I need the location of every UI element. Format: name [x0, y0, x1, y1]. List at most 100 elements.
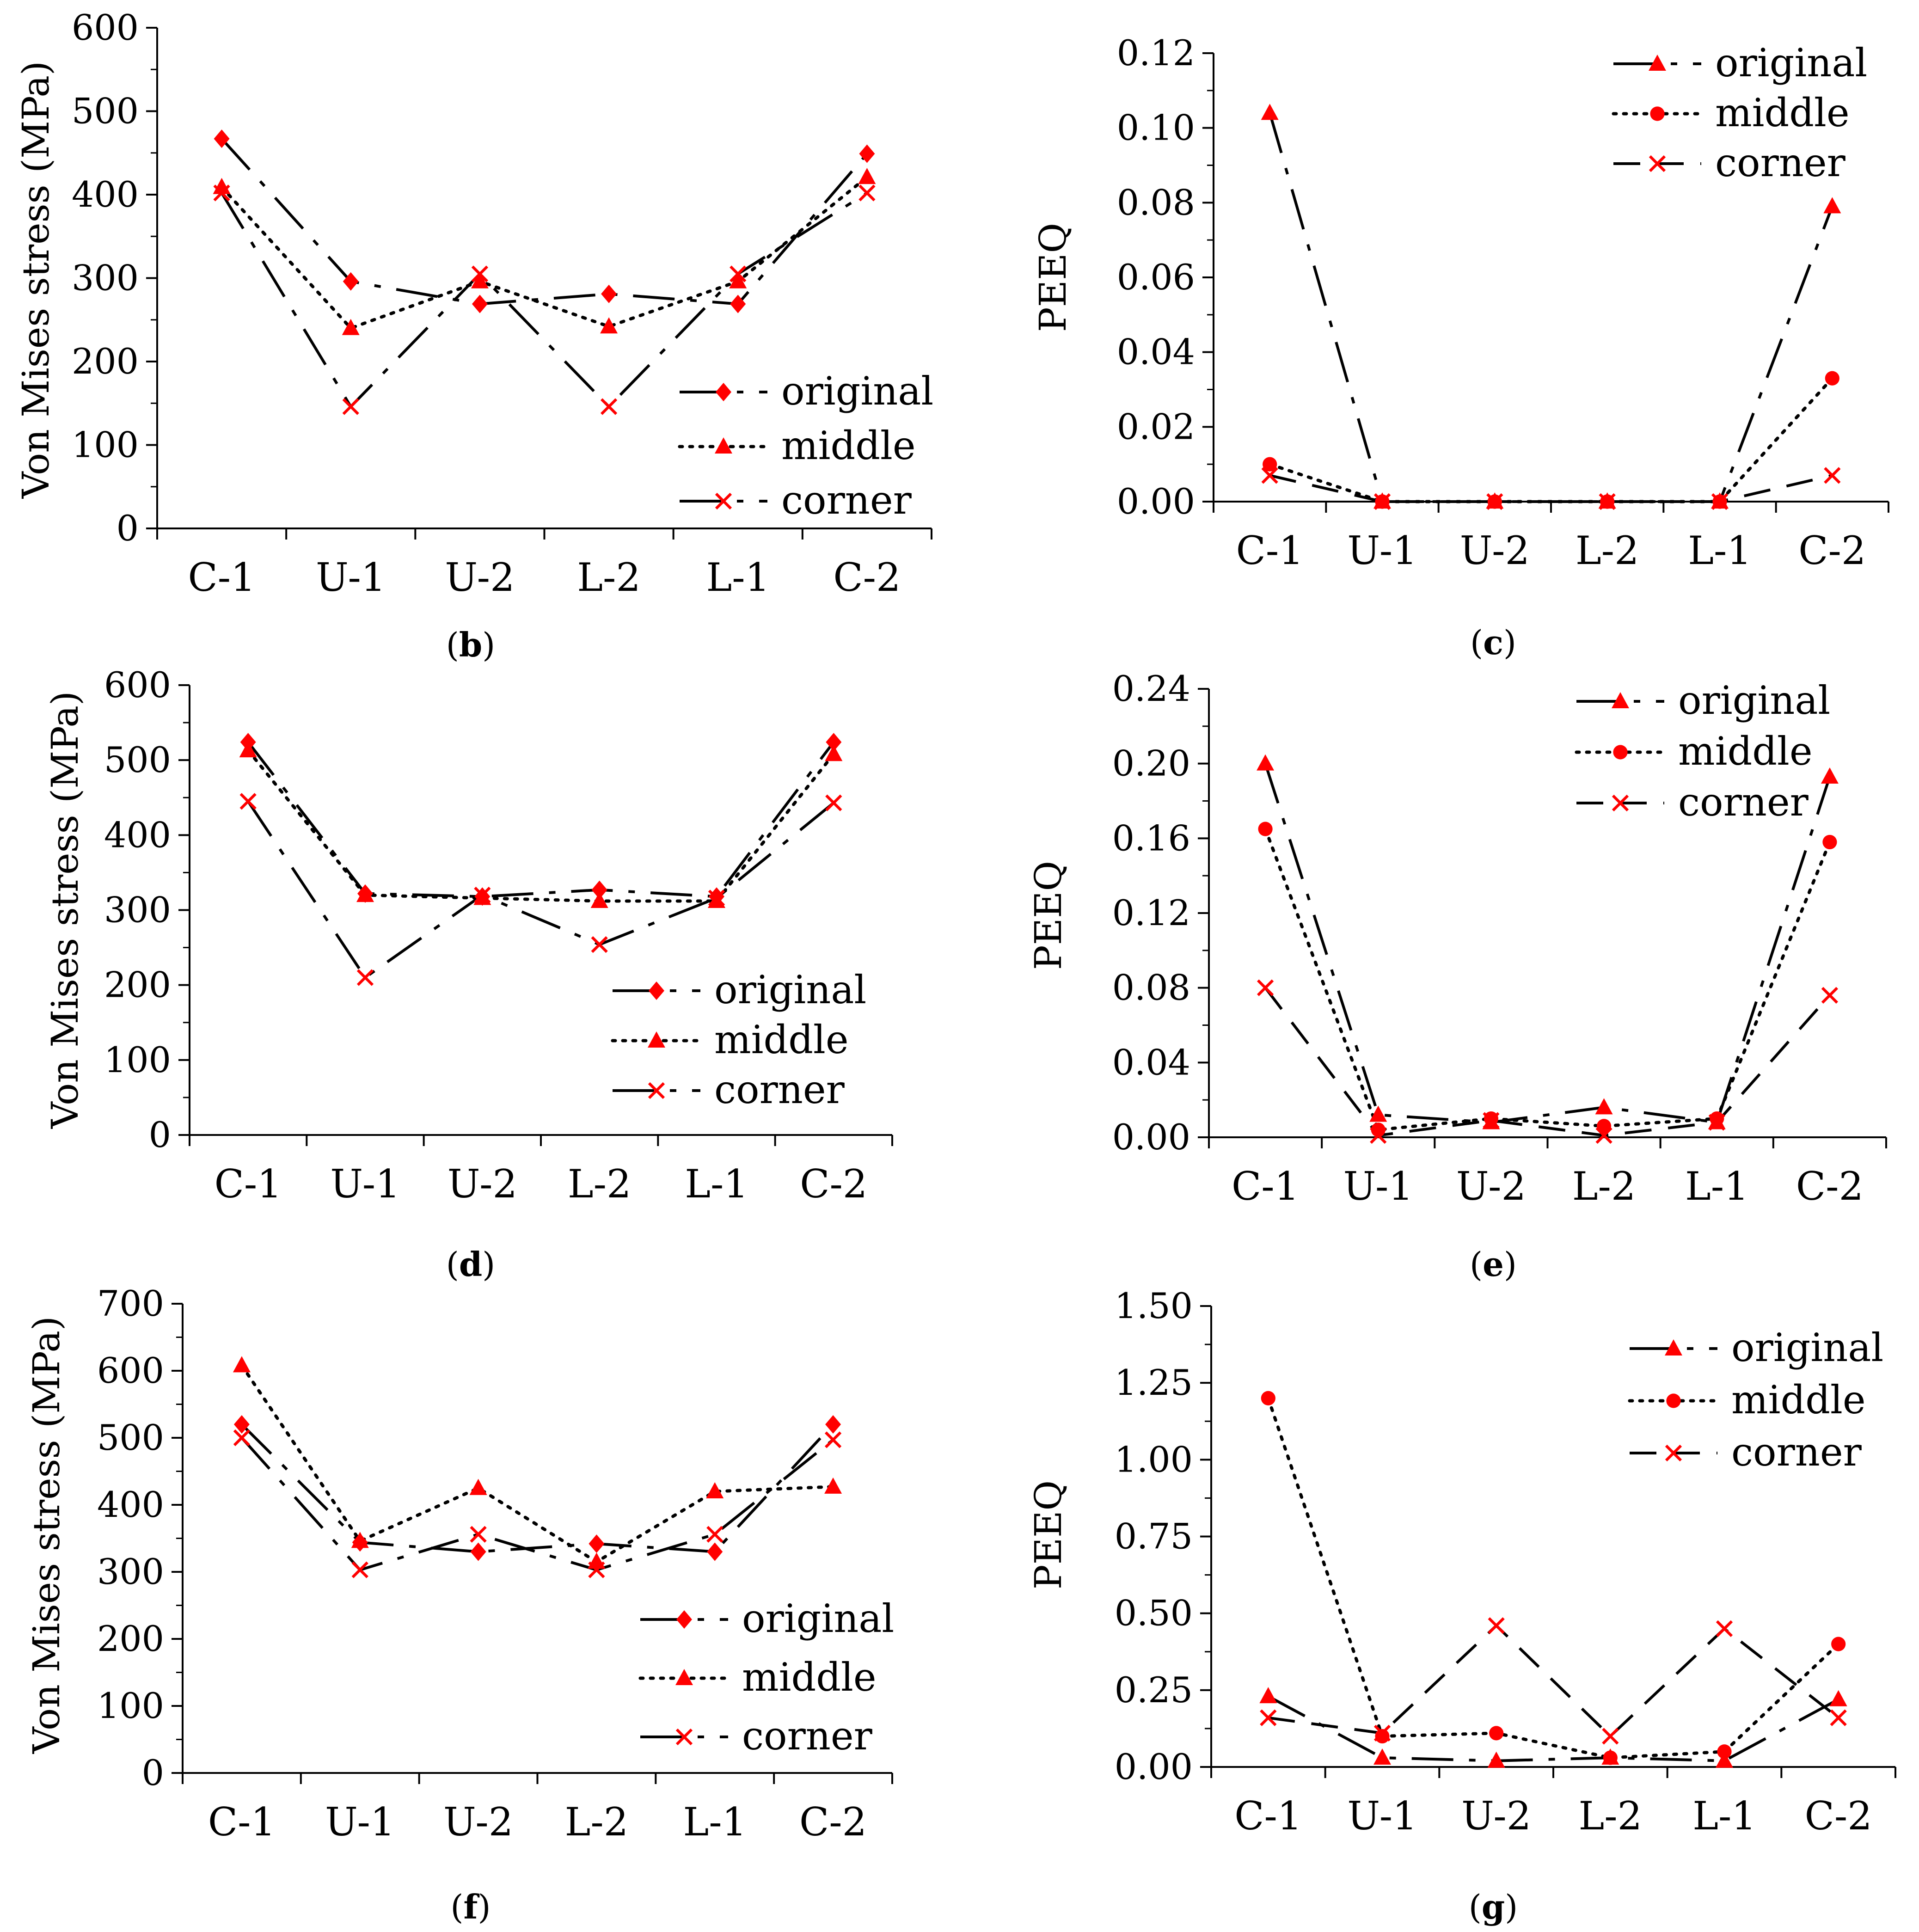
x-tick-label: U-1	[1343, 1164, 1413, 1209]
panels-group: 0 100 200 300 400 500 600 C-1 U-1 U-2 L-2 L-1 C-2 Von…	[14, 7, 1896, 1926]
data-point-middle	[825, 745, 843, 761]
x-tick-label: U-2	[443, 1799, 513, 1845]
data-point-original	[214, 129, 230, 148]
data-point-original	[1487, 1751, 1505, 1768]
legend-marker-original	[649, 981, 664, 1000]
y-tick-label: 0.02	[1117, 406, 1195, 447]
data-point-corner	[1260, 1709, 1277, 1726]
y-axis-label: PEEQ	[1027, 1480, 1070, 1589]
series-line-original	[240, 1423, 834, 1553]
y-tick-label: 200	[104, 964, 171, 1006]
data-point-corner	[591, 936, 608, 953]
x-tick-label: U-1	[1347, 1793, 1417, 1839]
legend-label-middle: middle	[714, 1017, 849, 1062]
y-tick-label: 0.50	[1115, 1593, 1193, 1634]
panel-caption-d: (d)	[446, 1245, 496, 1284]
data-point-corner	[588, 1561, 605, 1578]
x-tick-label: C-1	[215, 1161, 282, 1207]
x-tick-label: C-2	[1805, 1793, 1872, 1839]
data-point-corner	[1602, 1728, 1619, 1745]
legend-marker-original	[1612, 692, 1629, 708]
y-tick-label: 0	[149, 1114, 171, 1155]
y-tick-label: 0.10	[1117, 107, 1195, 148]
x-tick-label: C-2	[1796, 1164, 1864, 1209]
y-axis-label: Von Mises stress (MPa)	[14, 61, 57, 499]
y-tick-label: 300	[104, 889, 171, 931]
data-point-middle	[706, 1482, 724, 1498]
legend-marker-corner	[675, 1728, 693, 1746]
y-tick-label: 600	[97, 1350, 164, 1391]
chart-panel-f: 0 100 200 300 400 500 600 700 C-1 U-1 U-2 L-2 L-1 C-2…	[25, 1283, 894, 1926]
legend-label-corner: corner	[714, 1067, 845, 1112]
x-tick-label: U-2	[1456, 1164, 1526, 1209]
series-line-original	[1267, 1695, 1839, 1762]
data-point-corner	[1830, 1709, 1847, 1726]
data-point-corner	[600, 398, 618, 415]
y-tick-label: 400	[72, 174, 139, 215]
data-point-middle	[590, 892, 608, 908]
data-point-middle	[824, 1477, 842, 1494]
data-point-corner	[1483, 1112, 1500, 1129]
data-point-original	[1259, 1687, 1277, 1704]
data-point-original	[859, 144, 875, 163]
x-tick-label: C-2	[1798, 528, 1866, 573]
data-point-corner	[471, 265, 489, 282]
data-point-original	[1823, 197, 1841, 214]
data-point-corner	[342, 398, 359, 415]
data-point-corner	[356, 969, 374, 986]
y-tick-label: 0.08	[1112, 967, 1190, 1008]
legend-label-corner: corner	[742, 1713, 873, 1759]
data-point-original	[1821, 767, 1839, 784]
chart-panel-g: 0.00 0.25 0.50 0.75 1.00 1.25 1.50 C-1 U-1 U-2 L-2…	[1027, 1285, 1896, 1926]
data-point-corner	[708, 889, 725, 907]
data-point-middle	[600, 317, 618, 334]
data-point-middle	[351, 1532, 369, 1548]
legend-marker-original	[716, 383, 731, 401]
data-point-corner	[470, 1526, 487, 1543]
legend-label-original: original	[1678, 678, 1830, 723]
data-point-corner	[730, 265, 747, 282]
y-tick-label: 0.16	[1112, 817, 1190, 859]
data-point-original	[707, 1542, 723, 1561]
data-point-corner	[1370, 1127, 1387, 1144]
chart-panel-c: 0.00 0.02 0.04 0.06 0.08 0.10 0.12 C-1 U-1 U-2 L-2…	[1031, 32, 1889, 662]
chart-panel-e: 0.00 0.04 0.08 0.12 0.16 0.20 0.24 C-1 U-1 U-2 L-2…	[1027, 668, 1887, 1284]
legend-marker-original	[676, 1610, 692, 1629]
data-point-corner	[1486, 493, 1503, 510]
panel-caption-c: (c)	[1470, 623, 1516, 662]
y-axis-label: Von Mises stress (MPa)	[43, 691, 86, 1129]
legend-label-corner: corner	[1715, 140, 1846, 185]
y-tick-label: 1.25	[1115, 1362, 1193, 1403]
legend-marker-corner	[648, 1082, 665, 1099]
data-point-middle	[356, 886, 374, 902]
data-point-original	[472, 294, 488, 313]
y-tick-label: 400	[104, 814, 171, 855]
data-point-corner	[233, 1429, 251, 1447]
data-point-corner	[1373, 1724, 1391, 1742]
y-tick-label: 0.08	[1117, 182, 1195, 223]
data-point-corner	[1373, 493, 1391, 510]
series-line-original	[221, 138, 868, 306]
legend-marker-middle	[715, 437, 732, 454]
series-line-middle	[220, 175, 869, 330]
legend-marker-original	[1665, 1339, 1682, 1355]
series-line-corner	[221, 191, 868, 409]
data-point-original	[1595, 1098, 1613, 1115]
y-tick-label: 0.24	[1112, 668, 1190, 709]
y-tick-label: 600	[72, 7, 139, 48]
y-axis-label: Von Mises stress (MPa)	[25, 1316, 68, 1754]
legend-marker-corner	[715, 492, 732, 510]
panel-caption-g: (g)	[1469, 1887, 1518, 1926]
legend-label-original: original	[714, 967, 866, 1012]
data-point-corner	[1595, 1127, 1612, 1144]
x-tick-label: L-1	[1688, 528, 1752, 573]
y-axis-label: PEEQ	[1031, 223, 1074, 332]
series-line-original	[1264, 763, 1831, 1124]
y-tick-label: 0	[142, 1752, 164, 1793]
data-point-middle	[1596, 1119, 1612, 1134]
legend-label-original: original	[1731, 1325, 1883, 1370]
data-point-middle	[1375, 1729, 1390, 1744]
y-tick-label: 500	[97, 1417, 164, 1458]
y-axis-label: PEEQ	[1027, 861, 1070, 970]
legend-label-middle: middle	[781, 423, 916, 468]
